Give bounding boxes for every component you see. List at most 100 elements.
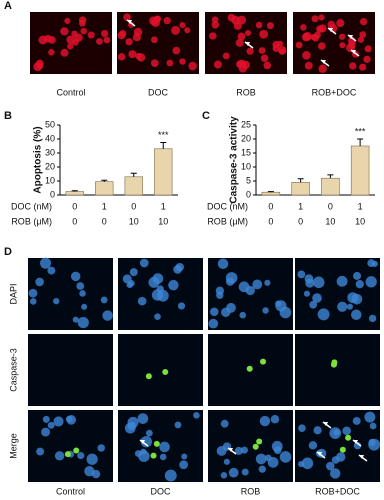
cell	[172, 46, 181, 55]
nucleus	[53, 297, 60, 305]
nucleus	[35, 277, 44, 287]
caspase-spot	[330, 361, 337, 368]
cell	[213, 60, 222, 69]
cell	[78, 20, 86, 27]
nucleus	[42, 415, 50, 423]
nucleus	[301, 457, 314, 470]
x-row-value: 1	[298, 201, 303, 211]
nucleus	[330, 468, 341, 479]
image-label: ROB	[236, 87, 256, 97]
arrow-head	[228, 448, 233, 452]
row-label: DAPI	[8, 283, 18, 304]
cell	[211, 21, 220, 29]
cell	[360, 18, 368, 26]
error-bar	[357, 138, 364, 146]
nucleus	[145, 429, 153, 437]
nucleus	[168, 279, 179, 291]
cell	[313, 31, 321, 39]
cell	[279, 48, 286, 55]
nucleus	[220, 472, 228, 479]
cell	[339, 42, 346, 49]
cell	[300, 24, 307, 31]
nucleus	[84, 466, 95, 477]
nucleus	[140, 448, 147, 455]
nucleus	[216, 291, 224, 299]
x-row-value: 1	[161, 201, 166, 211]
cell	[179, 22, 186, 29]
nucleus	[72, 316, 79, 323]
x-row-label: DOC (nM)	[11, 201, 52, 211]
nucleus	[298, 424, 306, 432]
panel-label: C	[202, 110, 210, 122]
nucleus	[228, 467, 239, 478]
error-bar	[327, 174, 334, 179]
error-bar	[297, 178, 304, 183]
panel-label: A	[4, 0, 12, 12]
cell	[166, 59, 174, 67]
x-row-value: 0	[328, 201, 333, 211]
nucleus	[97, 444, 105, 452]
nucleus	[336, 275, 348, 287]
nucleus	[179, 460, 189, 470]
nucleus	[259, 415, 271, 427]
nucleus	[234, 446, 243, 455]
cell	[184, 27, 191, 34]
nucleus	[305, 278, 315, 288]
nucleus	[364, 411, 376, 423]
caspase-spot	[150, 452, 157, 459]
error-bar	[267, 191, 274, 193]
nucleus	[54, 451, 65, 461]
nucleus	[368, 314, 377, 323]
cell	[101, 29, 109, 38]
nucleus	[355, 279, 364, 289]
nucleus	[41, 427, 51, 437]
y-tick-label: 5	[246, 175, 251, 185]
nucleus	[312, 276, 325, 289]
nucleus	[217, 258, 229, 270]
cell	[303, 32, 312, 41]
image-label: Control	[56, 87, 85, 97]
nucleus	[129, 268, 138, 277]
nucleus	[223, 458, 230, 465]
nucleus	[102, 310, 113, 321]
nucleus	[264, 454, 272, 462]
x-row-label: ROB (μM)	[207, 216, 248, 226]
nucleus	[239, 311, 247, 319]
cell	[150, 59, 159, 67]
cell	[103, 36, 111, 44]
nucleus	[258, 465, 266, 473]
nucleus	[70, 271, 81, 282]
bar	[350, 145, 370, 196]
image-label: ROB	[241, 486, 261, 496]
nucleus	[127, 421, 137, 431]
nucleus	[137, 296, 147, 306]
nucleus	[240, 446, 248, 454]
cell	[67, 43, 74, 50]
annotation: ***	[355, 126, 366, 136]
cell	[136, 53, 146, 62]
nucleus	[352, 271, 362, 280]
arrow-head	[245, 42, 250, 46]
nucleus	[134, 450, 142, 457]
cell	[125, 38, 133, 46]
nucleus	[264, 279, 271, 286]
arrow-head	[323, 422, 328, 426]
nucleus	[137, 413, 149, 424]
caspase-spot	[162, 369, 169, 376]
cell	[96, 38, 103, 45]
nucleus	[303, 290, 311, 297]
cell	[150, 36, 158, 44]
x-row-label: ROB (μM)	[11, 216, 52, 226]
nucleus	[81, 303, 88, 310]
cell	[349, 62, 357, 70]
nucleus	[193, 412, 200, 419]
nucleus	[36, 447, 45, 456]
cell	[233, 21, 242, 30]
cell	[179, 58, 186, 65]
x-row-value: 0	[268, 216, 273, 226]
nucleus	[353, 441, 362, 450]
bar	[291, 182, 310, 196]
micrograph	[28, 258, 113, 330]
nucleus	[29, 298, 37, 305]
